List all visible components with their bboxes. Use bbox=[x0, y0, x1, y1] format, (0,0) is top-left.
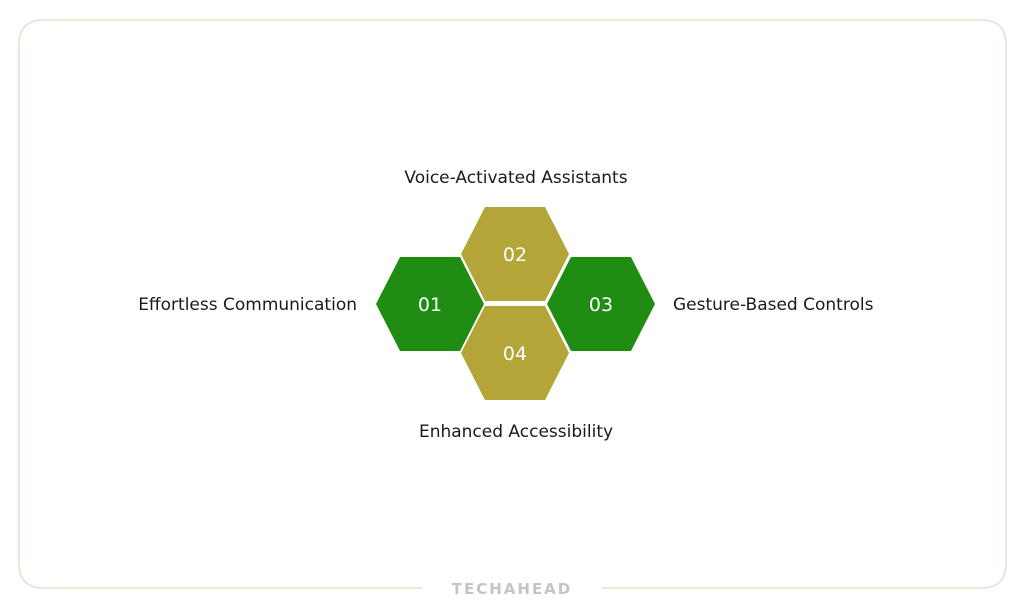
hexagon-03 bbox=[547, 257, 655, 351]
label-02: Voice-Activated Assistants bbox=[404, 168, 627, 188]
number-04: 04 bbox=[503, 343, 527, 365]
label-03: Gesture-Based Controls bbox=[673, 295, 874, 315]
techahead-logo: TECHAHEAD bbox=[452, 580, 573, 598]
hexagon-01 bbox=[376, 257, 484, 351]
hexagon-04 bbox=[461, 306, 569, 400]
frame bbox=[18, 19, 1007, 589]
label-01: Effortless Communication bbox=[138, 295, 357, 315]
number-01: 01 bbox=[418, 294, 442, 316]
hexagon-02 bbox=[461, 207, 569, 301]
number-02: 02 bbox=[503, 244, 527, 266]
label-04: Enhanced Accessibility bbox=[419, 422, 613, 442]
number-03: 03 bbox=[589, 294, 613, 316]
